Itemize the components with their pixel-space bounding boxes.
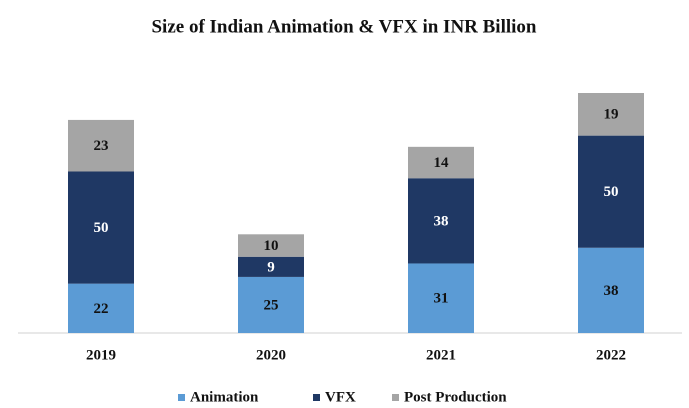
legend-swatch <box>313 394 320 401</box>
bar-segment <box>68 119 134 172</box>
data-label: 14 <box>434 155 450 171</box>
data-label: 10 <box>264 238 279 254</box>
bar-segment <box>408 178 474 264</box>
data-label: 9 <box>267 259 275 275</box>
bar-segment <box>238 256 304 277</box>
x-tick-label: 2019 <box>86 347 116 363</box>
legend-label: Post Production <box>404 389 507 405</box>
data-label: 50 <box>604 184 619 200</box>
data-label: 19 <box>604 107 619 123</box>
data-label: 38 <box>604 283 619 299</box>
bar-segment <box>68 283 134 333</box>
legend-swatch <box>178 394 185 401</box>
bar-segment <box>238 276 304 333</box>
bar-segment <box>408 146 474 179</box>
data-label: 50 <box>94 220 109 236</box>
bar-segment <box>578 135 644 248</box>
bar-segment <box>408 263 474 333</box>
data-label: 31 <box>434 291 449 307</box>
data-label: 25 <box>264 297 279 313</box>
bar-segment <box>68 171 134 284</box>
x-tick-label: 2020 <box>256 347 286 363</box>
x-tick-label: 2022 <box>596 347 626 363</box>
legend-label: Animation <box>190 389 259 405</box>
data-label: 22 <box>94 301 109 317</box>
legend-label: VFX <box>325 389 356 405</box>
bar-segment <box>578 93 644 136</box>
bar-segment <box>238 234 304 257</box>
data-label: 23 <box>94 138 109 154</box>
data-label: 38 <box>434 213 449 229</box>
legend-swatch <box>392 394 399 401</box>
chart-title: Size of Indian Animation & VFX in INR Bi… <box>151 16 536 37</box>
bar-segment <box>578 247 644 333</box>
x-tick-label: 2021 <box>426 347 456 363</box>
